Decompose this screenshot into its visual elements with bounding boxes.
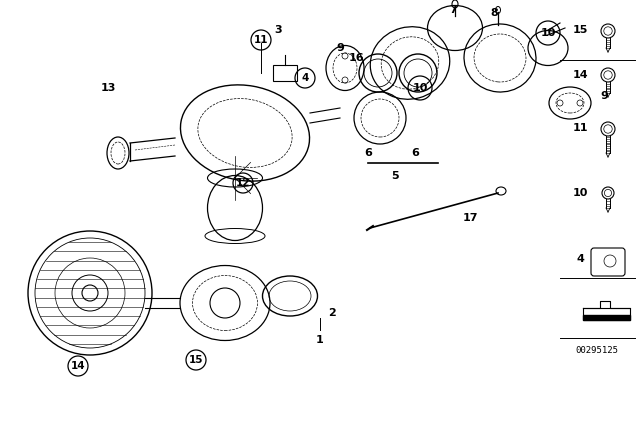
Polygon shape <box>583 315 630 320</box>
Text: 10: 10 <box>540 28 556 38</box>
Text: 4: 4 <box>301 73 308 83</box>
Text: 17: 17 <box>462 213 477 223</box>
Text: 6: 6 <box>411 148 419 158</box>
Text: 15: 15 <box>572 25 588 35</box>
Bar <box>273 65 297 81</box>
Text: 9: 9 <box>336 43 344 53</box>
Text: 13: 13 <box>100 83 116 93</box>
Text: 6: 6 <box>364 148 372 158</box>
Text: 4: 4 <box>576 254 584 264</box>
Text: 00295125: 00295125 <box>575 345 618 354</box>
Text: 1: 1 <box>316 335 324 345</box>
Text: 11: 11 <box>572 123 588 133</box>
Text: 14: 14 <box>572 70 588 80</box>
Text: 12: 12 <box>236 178 250 188</box>
Text: 8: 8 <box>490 8 498 18</box>
Text: 2: 2 <box>328 308 336 318</box>
Text: 15: 15 <box>189 355 204 365</box>
Text: 14: 14 <box>70 361 85 371</box>
Text: 10: 10 <box>572 188 588 198</box>
Text: 5: 5 <box>391 171 399 181</box>
Text: 11: 11 <box>253 35 268 45</box>
Text: 16: 16 <box>348 53 364 63</box>
Text: 10: 10 <box>412 83 428 93</box>
Text: 9: 9 <box>600 91 608 101</box>
Text: 3: 3 <box>274 25 282 35</box>
Text: 7: 7 <box>449 5 457 15</box>
